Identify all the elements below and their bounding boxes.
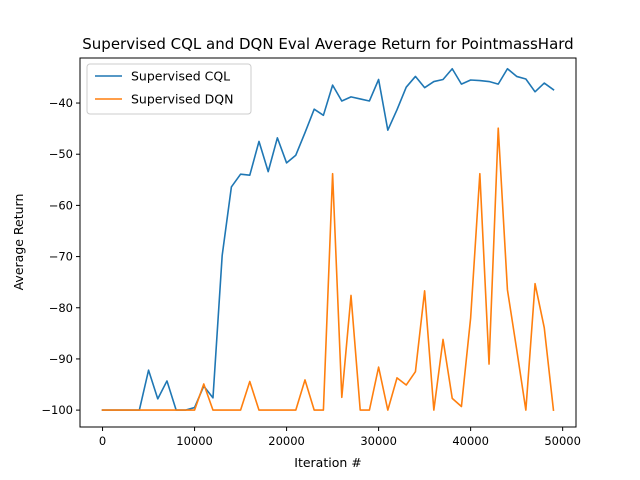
y-tick-label: −100: [41, 403, 73, 417]
y-tick-label: −50: [49, 147, 73, 161]
legend-label-supervised-cql: Supervised CQL: [131, 69, 230, 84]
y-tick-label: −90: [49, 352, 73, 366]
chart-title: Supervised CQL and DQN Eval Average Retu…: [82, 35, 573, 53]
y-axis-ticks: −100 −90 −80 −70 −60 −50 −40: [41, 96, 80, 417]
legend-box: [86, 63, 252, 115]
x-axis-label: Iteration #: [294, 455, 361, 470]
y-tick-label: −70: [49, 250, 73, 264]
x-tick-label: 40000: [452, 434, 489, 448]
series-line-supervised-dqn: [101, 127, 555, 411]
x-tick-label: 10000: [176, 434, 213, 448]
x-tick-label: 30000: [360, 434, 397, 448]
legend-label-supervised-dqn: Supervised DQN: [131, 92, 233, 107]
x-axis-ticks: 0 10000 20000 30000 40000 50000: [99, 427, 581, 448]
y-tick-label: −60: [49, 198, 73, 212]
plot-frame: [79, 57, 577, 428]
x-tick-label: 0: [99, 434, 106, 448]
series-layer: [101, 67, 555, 411]
y-tick-label: −40: [49, 96, 73, 110]
y-axis-label: Average Return: [11, 194, 26, 291]
legend: Supervised CQL Supervised DQN: [86, 63, 252, 115]
x-tick-label: 20000: [268, 434, 305, 448]
y-tick-label: −80: [49, 301, 73, 315]
x-tick-label: 50000: [544, 434, 581, 448]
